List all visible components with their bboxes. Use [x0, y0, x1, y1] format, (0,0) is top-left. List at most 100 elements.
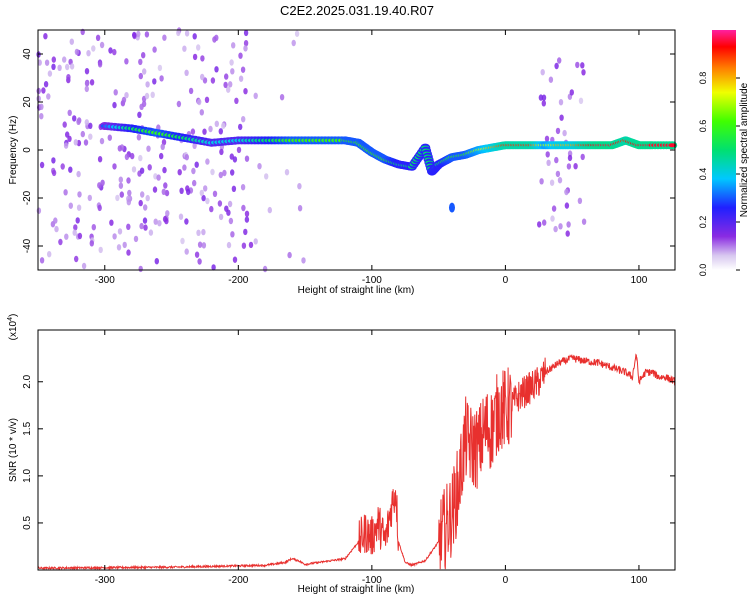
noise-speckle	[240, 66, 246, 73]
noise-speckle	[264, 173, 269, 180]
noise-speckle	[152, 46, 157, 53]
colorbar-ticks: 0.0 0.2 0.4 0.6 0.8	[698, 72, 740, 276]
figure-title: C2E2.2025.031.19.40.R07	[280, 3, 434, 18]
noise-speckle	[47, 251, 52, 258]
noise-speckle	[196, 44, 201, 51]
noise-speckle	[557, 57, 562, 64]
noise-speckle	[57, 64, 62, 72]
y-tick-label: 0	[22, 147, 33, 153]
noise-speckle	[77, 232, 83, 240]
noise-speckle	[136, 134, 142, 141]
noise-speckle	[126, 249, 131, 256]
noise-speckle	[199, 109, 204, 116]
snr-frame	[37, 329, 676, 571]
noise-speckle	[208, 125, 213, 133]
snr-ticks: -300 -200 -100 0 100 0.5 1.0 1.5 2.0	[22, 330, 675, 586]
noise-speckle	[43, 81, 49, 88]
noise-speckle	[126, 223, 131, 230]
noise-speckle	[197, 241, 203, 248]
noise-speckle	[243, 29, 249, 37]
noise-speckle	[557, 177, 563, 184]
noise-speckle	[68, 166, 73, 173]
noise-speckle	[182, 45, 187, 52]
noise-speckle	[257, 163, 262, 170]
noise-speckle	[77, 191, 82, 198]
noise-speckle	[569, 89, 574, 96]
noise-speckle	[112, 233, 117, 240]
noise-speckle	[117, 228, 123, 235]
noise-speckle	[184, 154, 189, 161]
noise-speckle	[544, 135, 550, 142]
noise-speckle	[230, 231, 235, 238]
y-tick-label: -20	[22, 190, 33, 205]
noise-speckle	[132, 31, 137, 39]
noise-speckle	[97, 204, 102, 212]
noise-speckle	[121, 96, 127, 104]
noise-speckle	[194, 161, 199, 168]
noise-speckle	[162, 215, 168, 223]
noise-speckle	[74, 255, 79, 263]
noise-speckle	[144, 31, 150, 38]
noise-speckle	[147, 164, 152, 171]
noise-speckle	[126, 177, 131, 184]
noise-speckle	[112, 163, 117, 170]
noise-speckle	[565, 230, 570, 237]
noise-speckle	[60, 163, 65, 170]
noise-speckle	[253, 92, 258, 100]
noise-speckle	[39, 161, 45, 169]
noise-speckle	[205, 158, 210, 165]
noise-speckle	[80, 130, 86, 138]
noise-speckle	[64, 233, 69, 240]
noise-speckle	[51, 157, 56, 164]
spectrogram-ylabel: Frequency (Hz)	[8, 116, 19, 185]
noise-speckle	[248, 241, 254, 249]
noise-speckle	[186, 188, 191, 196]
x-tick-label: 0	[503, 275, 509, 286]
noise-speckle	[107, 134, 113, 141]
colorbar-tick-label: 0.8	[698, 72, 708, 85]
noise-layer	[36, 27, 587, 273]
noise-speckle	[578, 97, 584, 105]
noise-speckle	[231, 42, 236, 49]
noise-speckle	[145, 194, 150, 202]
noise-speckle	[214, 120, 219, 128]
noise-speckle	[109, 219, 114, 226]
noise-speckle	[88, 122, 93, 129]
noise-speckle	[180, 237, 185, 245]
snr-ylabel: SNR (10 * v/v)	[8, 418, 19, 482]
noise-speckle	[176, 29, 181, 37]
snr-xlabel: Height of straight line (km)	[298, 584, 415, 595]
noise-speckle	[540, 69, 545, 76]
noise-speckle	[244, 216, 250, 223]
ridge-blob	[448, 202, 455, 213]
noise-speckle	[157, 220, 162, 227]
noise-speckle	[126, 199, 131, 206]
noise-speckle	[200, 55, 205, 62]
noise-speckle	[150, 91, 155, 99]
noise-speckle	[87, 194, 93, 202]
noise-speckle	[178, 213, 184, 220]
noise-speckle	[152, 78, 157, 85]
ridge-core	[668, 143, 677, 148]
noise-speckle	[159, 152, 164, 160]
noise-speckle	[564, 188, 569, 196]
noise-speckle	[218, 213, 224, 221]
noise-speckle	[262, 265, 268, 273]
noise-speckle	[192, 33, 197, 40]
noise-speckle	[221, 122, 226, 129]
noise-speckle	[88, 133, 93, 140]
noise-speckle	[212, 190, 218, 197]
noise-speckle	[39, 257, 45, 264]
noise-speckle	[138, 58, 143, 66]
noise-speckle	[567, 154, 573, 162]
noise-speckle	[558, 99, 564, 106]
noise-speckle	[229, 153, 234, 160]
noise-speckle	[75, 217, 80, 224]
noise-speckle	[219, 148, 224, 156]
noise-speckle	[228, 217, 234, 225]
noise-speckle	[138, 72, 143, 80]
noise-speckle	[146, 145, 151, 152]
noise-speckle	[554, 62, 559, 70]
noise-speckle	[210, 168, 215, 176]
